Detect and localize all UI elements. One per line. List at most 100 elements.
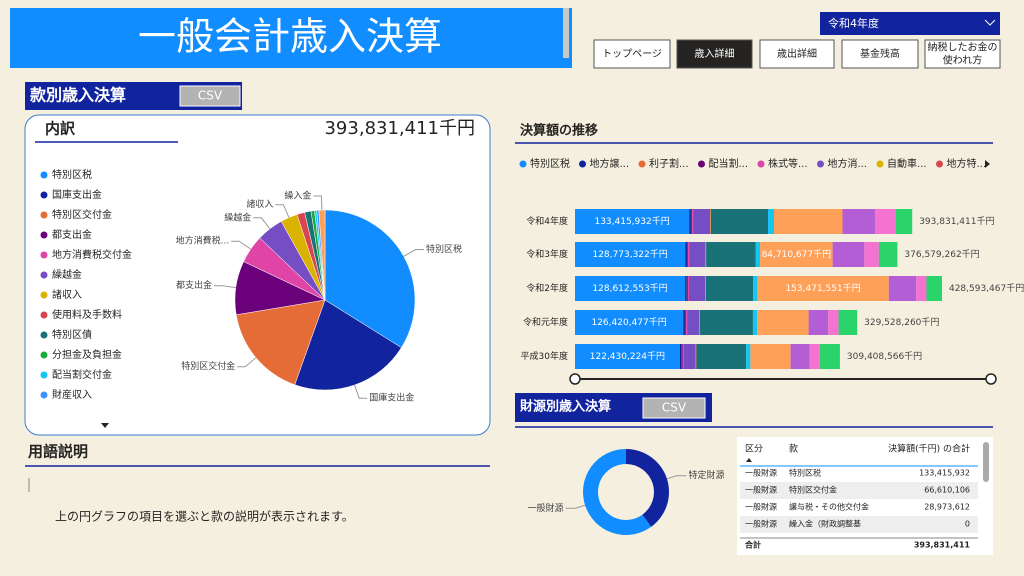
legend-label[interactable]: 地方消費税交付金 [52, 248, 132, 261]
bar-segment[interactable] [679, 344, 682, 369]
legend-label[interactable]: 地方消... [828, 157, 868, 170]
bar-segment[interactable] [575, 344, 680, 369]
bar-segment[interactable] [688, 242, 690, 267]
bar-segment[interactable] [875, 209, 896, 234]
slider-handle[interactable] [985, 373, 997, 385]
donut-slice[interactable] [626, 449, 670, 527]
pie-slice[interactable] [235, 299, 326, 386]
bar-segment[interactable] [746, 344, 751, 369]
bar-segment[interactable] [888, 276, 917, 301]
bar-segment[interactable] [575, 209, 690, 234]
legend-label[interactable]: 特別区税 [52, 168, 92, 181]
nav-label[interactable]: 基金残高 [860, 47, 900, 60]
bar-segment[interactable] [683, 344, 696, 369]
bar-segment[interactable] [916, 276, 927, 301]
bar-segment[interactable] [689, 242, 706, 267]
legend-next[interactable] [985, 160, 990, 168]
bar-segment[interactable] [687, 276, 688, 301]
bar-segment[interactable] [687, 310, 700, 335]
nav-button[interactable] [841, 39, 919, 69]
bar-segment[interactable] [689, 209, 691, 234]
nav-button[interactable] [676, 39, 753, 69]
bar-segment[interactable] [757, 310, 809, 335]
bar-segment[interactable] [710, 209, 769, 234]
bar-segment[interactable] [895, 209, 913, 234]
bar-segment[interactable] [832, 242, 865, 267]
nav-label[interactable]: 使われ方 [943, 54, 983, 67]
bar-segment[interactable] [691, 209, 693, 234]
csv-button[interactable] [642, 397, 706, 419]
legend-label[interactable]: 分担金及負担金 [52, 348, 122, 361]
bar-segment[interactable] [819, 344, 840, 369]
bar-segment[interactable] [842, 209, 876, 234]
csv-button[interactable] [179, 85, 241, 107]
legend-label[interactable]: 繰越金 [52, 268, 82, 281]
bar-segment[interactable] [706, 242, 756, 267]
bar-segment[interactable] [687, 242, 689, 267]
bar-segment[interactable] [685, 276, 687, 301]
nav-label[interactable]: 歳出詳細 [777, 47, 817, 60]
nav-label[interactable]: トップページ [602, 48, 662, 60]
legend-label[interactable]: 自動車... [887, 157, 927, 170]
bar-segment[interactable] [808, 310, 829, 335]
bar-segment[interactable] [864, 242, 879, 267]
bar-segment[interactable] [688, 276, 706, 301]
legend-label[interactable]: 国庫支出金 [52, 188, 102, 201]
bar-segment[interactable] [757, 276, 889, 301]
bar-segment[interactable] [750, 344, 791, 369]
bar-segment[interactable] [687, 276, 689, 301]
bar-segment[interactable] [838, 310, 858, 335]
bar-segment[interactable] [768, 209, 775, 234]
bar-segment[interactable] [706, 276, 754, 301]
bar-segment[interactable] [774, 209, 843, 234]
bar-segment[interactable] [753, 276, 758, 301]
legend-label[interactable]: 配当割交付金 [52, 368, 112, 381]
bar-segment[interactable] [760, 242, 833, 267]
legend-label[interactable]: 利子割... [649, 157, 689, 170]
bar-segment[interactable] [685, 242, 687, 267]
legend-label[interactable]: 配当割... [709, 157, 749, 170]
legend-label[interactable]: 地方特... [947, 157, 987, 170]
bar-segment[interactable] [685, 310, 687, 335]
bar-segment[interactable] [828, 310, 839, 335]
bar-segment[interactable] [752, 310, 758, 335]
bar-segment[interactable] [878, 242, 898, 267]
donut-slice[interactable] [583, 449, 652, 535]
bar-segment[interactable] [683, 310, 685, 335]
legend-label[interactable]: 特別区交付金 [52, 208, 112, 221]
csv-label[interactable]: CSV [198, 89, 223, 103]
bar-segment[interactable] [755, 242, 761, 267]
pie-slice[interactable] [324, 209, 416, 348]
nav-button[interactable] [759, 39, 835, 69]
year-select[interactable] [820, 12, 1000, 35]
bar-segment[interactable] [575, 242, 686, 267]
legend-label[interactable]: 地方譲... [590, 157, 630, 170]
legend-label[interactable]: 株式等... [768, 157, 808, 170]
nav-label[interactable]: 歳入詳細 [695, 47, 735, 60]
csv-label[interactable]: CSV [662, 401, 687, 415]
year-select-label[interactable]: 令和4年度 [828, 16, 879, 30]
bar-segment[interactable] [926, 276, 942, 301]
legend-scroll-arrow[interactable] [101, 423, 109, 428]
table-scrollbar[interactable] [983, 442, 989, 482]
slider-handle[interactable] [569, 373, 581, 385]
legend-label[interactable]: 特別区債 [52, 328, 92, 341]
legend-label[interactable]: 都支出金 [52, 228, 92, 241]
bar-segment[interactable] [686, 310, 688, 335]
legend-label[interactable]: 諸収入 [52, 288, 82, 301]
legend-label[interactable]: 使用料及手数料 [52, 308, 122, 321]
bar-segment[interactable] [682, 344, 684, 369]
bar-segment[interactable] [696, 344, 747, 369]
nav-button[interactable] [593, 39, 671, 69]
legend-label[interactable]: 特別区税 [530, 157, 570, 170]
bar-segment[interactable] [575, 276, 686, 301]
nav-button[interactable] [924, 39, 1001, 69]
bar-segment[interactable] [681, 344, 683, 369]
legend-label[interactable]: 財産収入 [52, 388, 92, 401]
bar-segment[interactable] [692, 209, 694, 234]
bar-segment[interactable] [693, 209, 711, 234]
bar-segment[interactable] [699, 310, 753, 335]
nav-label[interactable]: 納税したお金の [928, 41, 998, 54]
bar-segment[interactable] [575, 310, 684, 335]
bar-segment[interactable] [809, 344, 820, 369]
